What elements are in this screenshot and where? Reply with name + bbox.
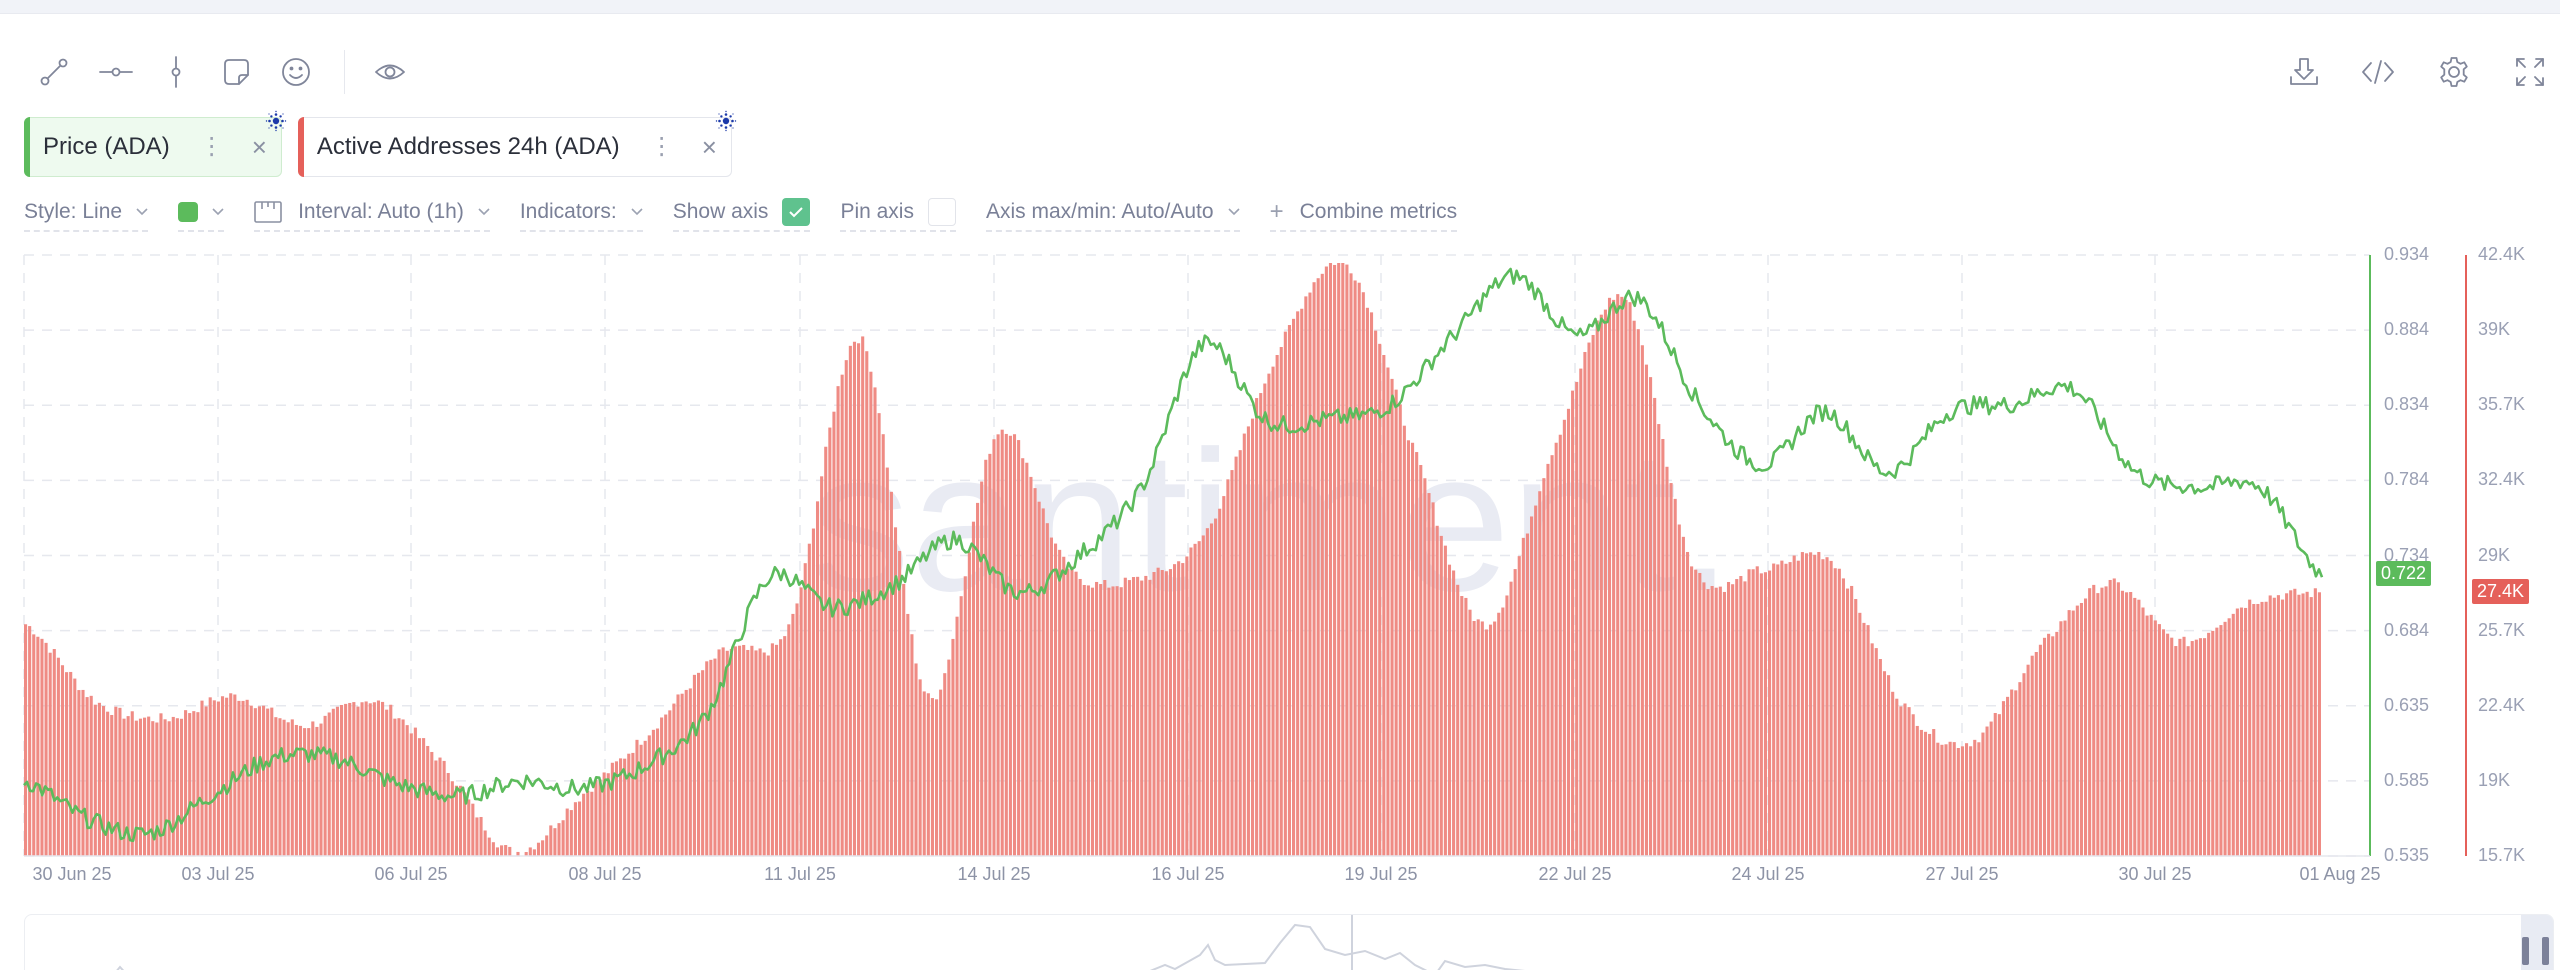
- checkmark-icon: [789, 207, 804, 218]
- metric-label: Active Addresses 24h (ADA): [316, 133, 620, 160]
- chevron-down-icon: [1228, 208, 1240, 216]
- date-axis-tick: 19 Jul 25: [1344, 864, 1418, 884]
- price-axis-tick: 0.784: [2384, 469, 2430, 490]
- close-icon[interactable]: ×: [701, 132, 717, 162]
- chevron-down-icon: [631, 208, 643, 216]
- trend-line-icon[interactable]: [32, 50, 76, 94]
- indicators-dropdown[interactable]: Indicators:: [519, 196, 643, 232]
- horizontal-ray-icon[interactable]: [94, 50, 138, 94]
- price-axis-tick: 0.834: [2384, 394, 2430, 415]
- interval-dropdown[interactable]: Interval: Auto (1h): [254, 196, 490, 232]
- chevron-down-icon: [212, 208, 224, 216]
- ruler-icon: [254, 201, 282, 223]
- cardano-logo-icon: [265, 110, 287, 132]
- addresses-axis-tick: 29K: [2478, 544, 2511, 565]
- metric-chip-price[interactable]: Price (ADA) ⋮ ×: [24, 110, 287, 177]
- more-options-icon[interactable]: ⋮: [649, 133, 674, 160]
- metric-color-bar: [297, 117, 304, 177]
- price-axis-tick: 0.884: [2384, 319, 2430, 340]
- color-picker[interactable]: [178, 196, 225, 232]
- date-axis-tick: 01 Aug 25: [2299, 864, 2381, 884]
- date-axis-tick: 03 Jul 25: [181, 864, 255, 884]
- addresses-current-badge: 27.4K: [2472, 579, 2530, 604]
- date-axis-tick: 14 Jul 25: [957, 864, 1031, 884]
- price-axis-tick: 0.635: [2384, 694, 2430, 715]
- addresses-axis-tick: 32.4K: [2478, 469, 2526, 490]
- addresses-axis-tick: 25.7K: [2478, 619, 2526, 640]
- metric-chip-active-addresses[interactable]: Active Addresses 24h (ADA) ⋮ ×: [297, 110, 737, 177]
- chevron-down-icon: [136, 208, 148, 216]
- close-icon[interactable]: ×: [251, 132, 267, 162]
- plus-icon: +: [1269, 198, 1284, 225]
- date-axis-tick: 16 Jul 25: [1151, 864, 1225, 884]
- drawing-toolbar: [0, 50, 2560, 94]
- pin-axis-toggle[interactable]: Pin axis: [840, 196, 956, 232]
- range-navigator[interactable]: [24, 914, 2554, 970]
- date-axis-tick: 30 Jun 25: [32, 864, 112, 884]
- date-axis-tick: 08 Jul 25: [568, 864, 642, 884]
- date-axis-tick: 27 Jul 25: [1925, 864, 1999, 884]
- eye-icon[interactable]: [368, 50, 412, 94]
- pin-axis-label: Pin axis: [840, 200, 914, 223]
- metric-settings-row: Style: Line Interval: Auto (1h) Indicato…: [24, 196, 1487, 232]
- navigator-right-handle[interactable]: [2542, 937, 2549, 965]
- show-axis-checkbox[interactable]: [782, 198, 811, 226]
- price-axis-tick: 0.684: [2384, 619, 2430, 640]
- price-axis-tick: 0.535: [2384, 845, 2430, 865]
- series-color-swatch: [178, 202, 199, 222]
- indicators-label: Indicators:: [519, 200, 617, 223]
- combine-metrics-label: Combine metrics: [1299, 200, 1458, 223]
- date-axis-tick: 11 Jul 25: [764, 864, 836, 884]
- price-axis-tick: 0.934: [2384, 244, 2430, 264]
- style-label: Style: Line: [24, 200, 123, 223]
- addresses-axis-tick: 22.4K: [2478, 694, 2526, 715]
- chart-canvas[interactable]: santiment.: [0, 240, 2560, 880]
- style-dropdown[interactable]: Style: Line: [24, 196, 149, 232]
- addresses-axis-tick: 15.7K: [2478, 845, 2526, 865]
- date-axis-tick: 30 Jul 25: [2118, 864, 2192, 884]
- metric-label: Price (ADA): [43, 133, 170, 160]
- chevron-down-icon: [478, 208, 490, 216]
- vertical-line-icon[interactable]: [154, 50, 198, 94]
- toolbar-divider: [344, 50, 345, 94]
- axis-maxmin-dropdown[interactable]: Axis max/min: Auto/Auto: [985, 196, 1240, 232]
- top-strip: [0, 0, 2560, 14]
- metric-chips: Price (ADA) ⋮ × Active Addresses 24h (AD…: [24, 110, 737, 177]
- settings-gear-icon[interactable]: [2432, 50, 2476, 94]
- navigator-left-handle[interactable]: [2522, 937, 2529, 965]
- addresses-axis-tick: 19K: [2478, 769, 2511, 790]
- price-axis-tick: 0.734: [2384, 544, 2430, 565]
- fullscreen-icon[interactable]: [2508, 50, 2552, 94]
- show-axis-toggle[interactable]: Show axis: [672, 196, 811, 232]
- price-axis-tick: 0.585: [2384, 769, 2430, 790]
- chart-area[interactable]: santiment.: [0, 240, 2560, 880]
- metric-color-bar: [24, 117, 30, 177]
- date-axis-tick: 22 Jul 25: [1538, 864, 1612, 884]
- interval-label: Interval: Auto (1h): [298, 200, 464, 223]
- date-axis-tick: 06 Jul 25: [374, 864, 448, 884]
- combine-metrics-button[interactable]: + Combine metrics: [1269, 196, 1458, 232]
- date-axis-tick: 24 Jul 25: [1731, 864, 1805, 884]
- axis-maxmin-label: Axis max/min: Auto/Auto: [985, 200, 1214, 223]
- addresses-axis-tick: 35.7K: [2478, 394, 2526, 415]
- addresses-axis-tick: 39K: [2478, 319, 2511, 340]
- more-options-icon[interactable]: ⋮: [199, 133, 224, 160]
- note-icon[interactable]: [214, 50, 258, 94]
- embed-code-icon[interactable]: [2356, 50, 2400, 94]
- addresses-axis-tick: 42.4K: [2478, 244, 2526, 264]
- emoji-icon[interactable]: [274, 50, 318, 94]
- pin-axis-checkbox[interactable]: [927, 198, 956, 226]
- download-icon[interactable]: [2282, 50, 2326, 94]
- price-current-badge: 0.722: [2376, 561, 2432, 586]
- cardano-logo-icon: [715, 110, 737, 132]
- navigator-preview: [116, 915, 1526, 970]
- show-axis-label: Show axis: [672, 200, 769, 223]
